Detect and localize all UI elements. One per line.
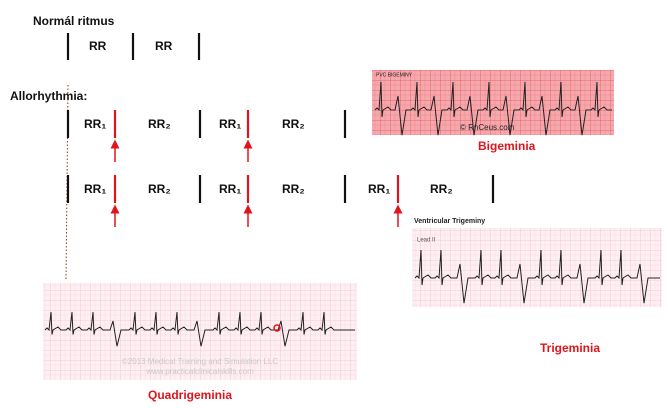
strip-credit: ©2013 Medical Training and Simulation LL… bbox=[122, 357, 278, 366]
strip-lead: Lead II bbox=[417, 238, 436, 244]
interval-label: RR₁ bbox=[219, 117, 241, 131]
marker bbox=[273, 324, 281, 332]
rhythm-rows: RR₁ RR₂ RR₁ RR₂ RR₁ RR₂ RR₁ RR₂ RR₁ RR₂ bbox=[66, 110, 495, 227]
strip-url: www.practicalclinicalskills.com bbox=[145, 367, 254, 376]
interval-label: RR₂ bbox=[148, 182, 171, 196]
interval-label: RR₂ bbox=[282, 117, 305, 131]
ecg-trace bbox=[414, 249, 660, 304]
strip-credit: © RnCeus.com bbox=[460, 123, 515, 132]
section-title: Allorhythmia: bbox=[10, 89, 87, 103]
ecg-strip bbox=[412, 228, 662, 307]
ecg-trace bbox=[374, 81, 612, 136]
interval-label: RR bbox=[89, 39, 107, 53]
interval-label: RR bbox=[155, 39, 173, 53]
ecg-trace bbox=[44, 311, 355, 347]
interval-label: RR₁ bbox=[219, 182, 241, 196]
section-title: Normál ritmus bbox=[33, 14, 115, 28]
ecg-strip bbox=[372, 70, 614, 135]
interval-label: RR₁ bbox=[84, 182, 106, 196]
interval-label: RR₂ bbox=[430, 182, 453, 196]
strip-caption: Quadrigeminia bbox=[148, 388, 232, 402]
strip-caption: Trigeminia bbox=[540, 341, 600, 355]
strip-header: PVC BIGEMINY bbox=[376, 72, 413, 78]
strip-header: Ventricular Trigeminy bbox=[414, 218, 485, 225]
interval-label: RR₁ bbox=[84, 117, 106, 131]
interval-label: RR₂ bbox=[282, 182, 305, 196]
interval-label: RR₁ bbox=[368, 182, 390, 196]
strip-caption: Bigeminia bbox=[478, 139, 536, 153]
interval-label: RR₂ bbox=[148, 117, 171, 131]
